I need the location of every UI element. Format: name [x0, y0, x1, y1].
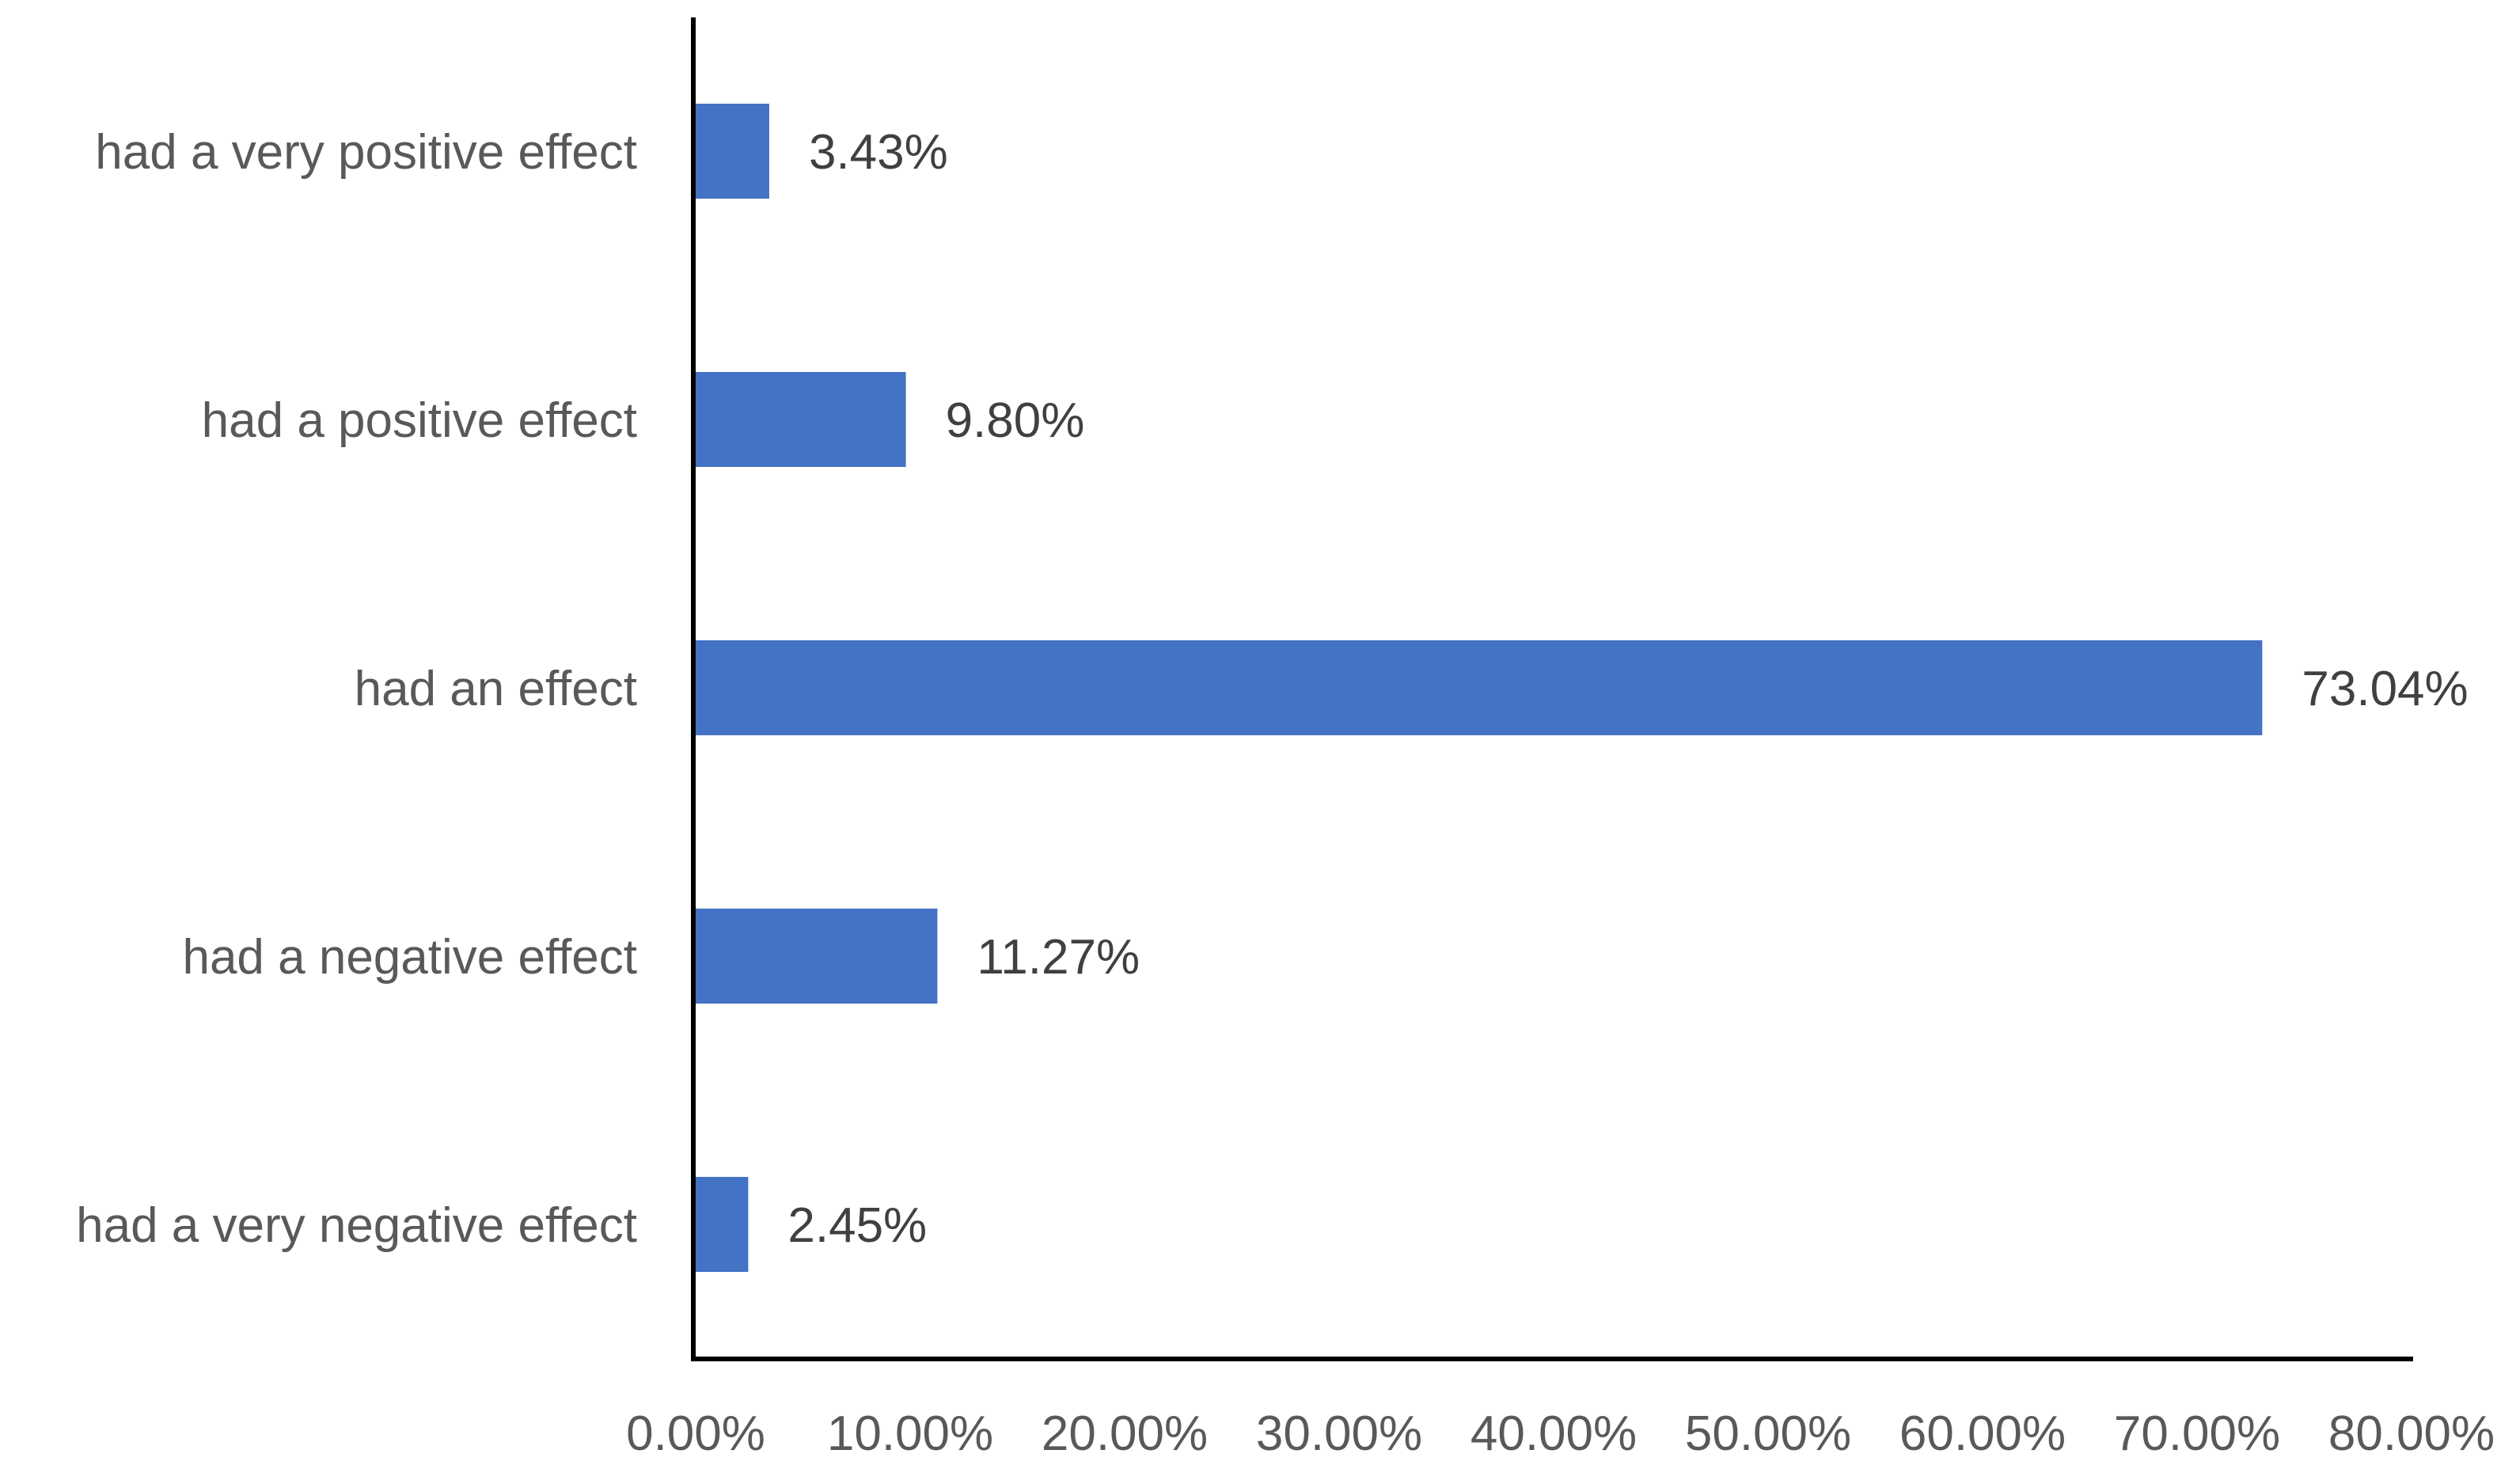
x-tick-label: 70.00%	[2114, 1406, 2280, 1461]
x-tick-label: 0.00%	[626, 1406, 765, 1461]
bar	[696, 372, 906, 467]
x-tick-label: 10.00%	[827, 1406, 993, 1461]
data-label: 3.43%	[809, 125, 948, 180]
data-label: 9.80%	[946, 393, 1085, 448]
data-label: 11.27%	[977, 930, 1140, 985]
category-label: had a very positive effect	[95, 125, 637, 180]
bar	[696, 909, 938, 1004]
bar	[696, 104, 769, 199]
labels-layer: had a very positive effect 3.43% had a pos…	[76, 125, 2495, 1461]
bar	[696, 1177, 749, 1272]
x-tick-label: 60.00%	[1899, 1406, 2066, 1461]
category-label: had a negative effect	[182, 930, 637, 985]
bar	[696, 640, 2263, 735]
x-tick-label: 30.00%	[1256, 1406, 1422, 1461]
category-label: had a positive effect	[202, 393, 637, 448]
x-tick-label: 40.00%	[1471, 1406, 1637, 1461]
bars-layer	[696, 104, 2263, 1272]
data-label: 2.45%	[787, 1198, 927, 1253]
x-tick-label: 20.00%	[1042, 1406, 1208, 1461]
x-tick-label: 50.00%	[1685, 1406, 1851, 1461]
category-label: had an effect	[355, 662, 637, 716]
x-tick-label: 80.00%	[2328, 1406, 2495, 1461]
category-label: had a very negative effect	[76, 1198, 637, 1253]
data-label: 73.04%	[2302, 662, 2468, 716]
